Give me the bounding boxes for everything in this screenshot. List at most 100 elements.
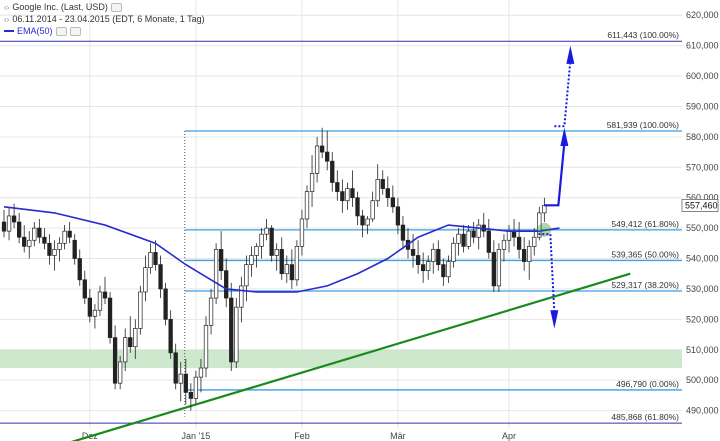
candle-body	[516, 236, 522, 250]
y-tick-label: 540,000	[686, 254, 719, 264]
chevron-left-icon[interactable]: ‹›	[4, 2, 10, 12]
chevron-icon[interactable]: ‹›	[4, 14, 10, 24]
candle-body	[148, 252, 153, 268]
candle-body	[203, 325, 209, 369]
y-tick-label: 550,000	[686, 223, 719, 233]
ema-label: EMA(50)	[17, 26, 53, 36]
candle-body	[117, 361, 123, 384]
candle-body	[284, 264, 289, 275]
candle-body	[163, 288, 168, 320]
candle-body	[431, 249, 436, 262]
candle-body	[77, 258, 82, 281]
candle-body	[436, 249, 441, 265]
candle-body	[314, 145, 320, 174]
candle-body	[410, 249, 416, 256]
y-tick-label: 560,000	[686, 193, 719, 203]
candle-body	[542, 205, 547, 214]
candle-body	[138, 291, 143, 329]
candle-body	[107, 297, 113, 338]
y-tick-label: 530,000	[686, 284, 719, 294]
candle-body	[143, 267, 148, 293]
candle-body	[335, 182, 340, 192]
y-tick-label: 580,000	[686, 132, 719, 142]
x-tick-label: Feb	[294, 431, 310, 441]
support-zone	[0, 349, 682, 369]
candle-body	[476, 224, 481, 238]
candle-body	[375, 179, 380, 202]
last-price-box	[681, 199, 719, 212]
candle-body	[249, 255, 254, 265]
candle-body	[532, 236, 537, 247]
candle-body	[47, 242, 52, 256]
candle-body	[441, 264, 446, 278]
candle-body	[87, 297, 93, 317]
candle-body	[188, 391, 194, 399]
candle-body	[446, 261, 451, 278]
y-tick-label: 620,000	[686, 10, 719, 20]
candle-body	[102, 291, 108, 299]
candle-body	[57, 242, 62, 250]
level-label: 485,868 (61.80%)	[611, 412, 679, 422]
candle-body	[27, 239, 32, 247]
candle-body	[224, 270, 229, 299]
arrow-up-dotted	[554, 60, 572, 128]
legend-ema: EMA(50)	[4, 26, 81, 36]
close-box-icon[interactable]	[69, 26, 81, 36]
candle-body	[385, 188, 390, 199]
candle-body	[527, 246, 532, 262]
candle-body	[37, 227, 42, 238]
level-label: 581,939 (100.00%)	[607, 120, 679, 130]
candle-body	[395, 206, 401, 226]
candle-body	[133, 328, 138, 348]
candle-body	[72, 239, 77, 259]
candle-body	[365, 218, 370, 226]
candle-body	[330, 160, 335, 183]
candle-body	[350, 188, 355, 199]
candle-body	[466, 230, 471, 247]
settings-box-icon[interactable]	[110, 2, 122, 12]
candle-body	[229, 297, 234, 363]
candle-body	[92, 309, 98, 317]
candle-body	[67, 230, 72, 238]
candle-body	[461, 233, 466, 247]
candle-body	[1, 221, 7, 232]
arrowhead-up-top	[566, 45, 575, 64]
y-tick-label: 500,000	[686, 375, 719, 385]
candle-body	[537, 212, 542, 238]
legend-instrument: ‹› Google Inc. (Last, USD)	[4, 2, 122, 12]
candle-body	[264, 227, 269, 235]
y-tick-label: 600,000	[686, 71, 719, 81]
candle-body	[173, 352, 178, 384]
settings-box-icon[interactable]	[55, 26, 67, 36]
candle-body	[32, 227, 37, 241]
candle-body	[451, 242, 456, 262]
level-label: 529,317 (38.20%)	[611, 280, 679, 290]
y-tick-label: 610,000	[686, 41, 719, 51]
arrow-up-solid	[544, 142, 566, 207]
candle-body	[486, 230, 491, 253]
instrument-label: Google Inc. (Last, USD)	[12, 2, 108, 12]
candle-body	[269, 227, 274, 256]
candle-body	[158, 264, 163, 290]
candle-body	[521, 249, 527, 262]
candle-body	[294, 246, 300, 281]
candle-body	[128, 337, 133, 348]
candle-body	[123, 337, 128, 363]
candle-body	[254, 246, 259, 256]
candle-body	[259, 233, 264, 247]
candle-body	[471, 230, 476, 238]
ema-swatch	[4, 30, 14, 32]
candle-body	[289, 264, 294, 281]
candle-body	[244, 264, 249, 287]
y-tick-label: 590,000	[686, 101, 719, 111]
x-tick-label: Mär	[390, 431, 406, 441]
candle-body	[17, 221, 22, 238]
level-label: 549,412 (61.80%)	[611, 219, 679, 229]
candle-body	[213, 249, 219, 299]
candle-body	[511, 230, 517, 238]
candle-body	[340, 191, 345, 202]
candle-body	[456, 233, 461, 244]
ema-line	[3, 206, 560, 293]
